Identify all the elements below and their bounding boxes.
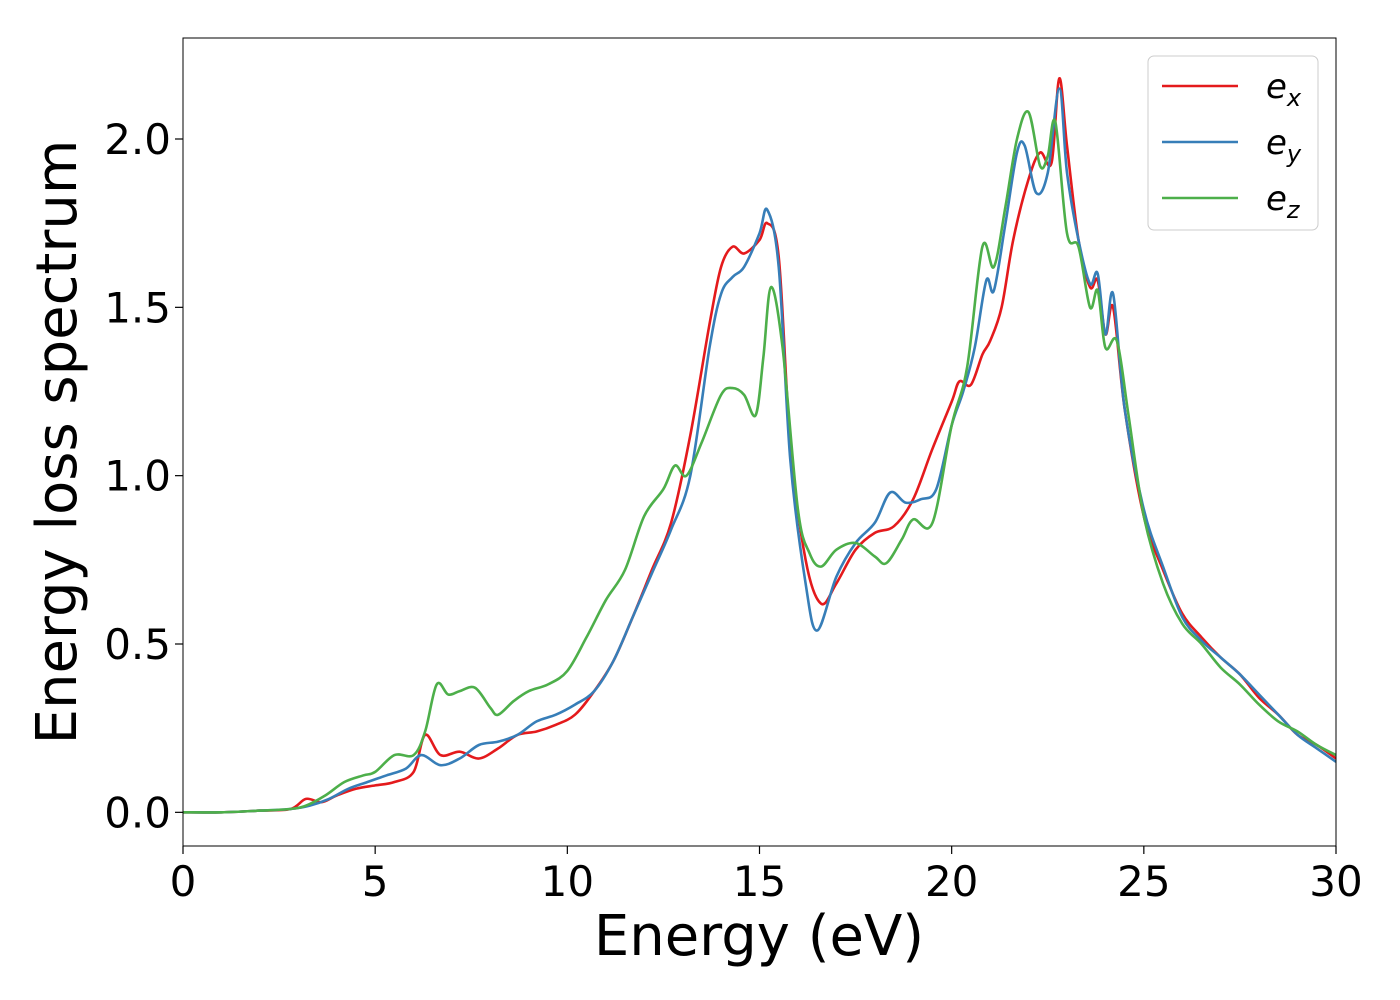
y-tick-label: 1.0 (104, 452, 171, 501)
x-tick-label: 10 (541, 857, 594, 906)
x-axis-ticks: 0 5 10 15 20 25 30 (170, 846, 1363, 906)
legend-label-e-z: ez (1266, 179, 1301, 224)
legend-label-e-y: ey (1266, 123, 1302, 168)
legend: ex ey ez (1147, 55, 1319, 231)
x-tick-label: 30 (1309, 857, 1362, 906)
x-tick-label: 0 (170, 857, 197, 906)
x-tick-label: 25 (1117, 857, 1170, 906)
y-tick-label: 0.5 (104, 620, 171, 669)
y-tick-label: 1.5 (104, 283, 171, 332)
x-tick-label: 5 (362, 857, 389, 906)
legend-label-e-x: ex (1266, 67, 1302, 112)
series-line-e-z (183, 110, 1336, 814)
x-axis-label: Energy (eV) (594, 904, 924, 969)
y-axis-label: Energy loss spectrum (25, 140, 90, 745)
x-tick-label: 20 (925, 857, 978, 906)
y-tick-label: 2.0 (104, 115, 171, 164)
series-line-e-y (183, 87, 1336, 814)
y-axis-ticks: 0.0 0.5 1.0 1.5 2.0 (104, 115, 183, 837)
series-lines (183, 77, 1336, 814)
x-tick-label: 15 (733, 857, 786, 906)
y-tick-label: 0.0 (104, 788, 171, 837)
